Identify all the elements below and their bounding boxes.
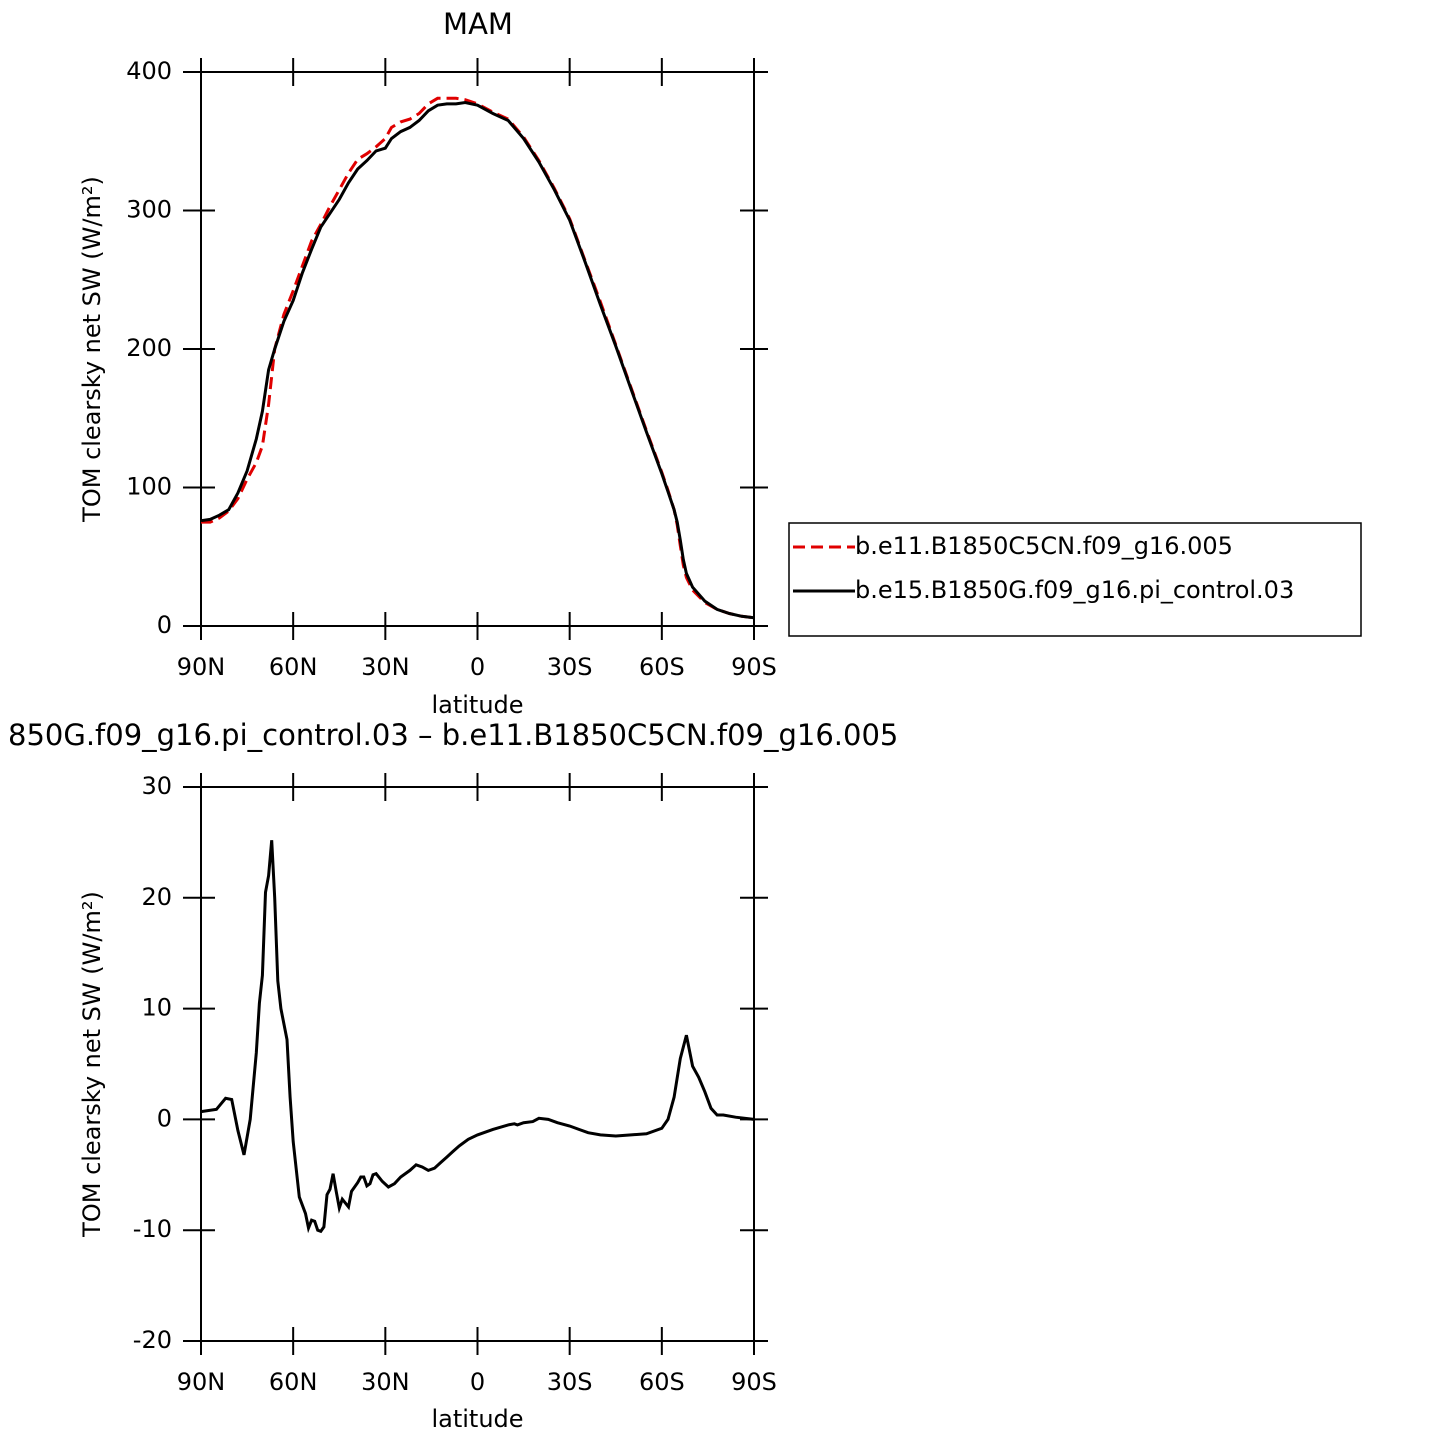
y-tick-label: 20 [141,883,172,911]
plot-frame [200,71,755,627]
x-axis-label: latitude [431,1405,523,1433]
legend-box [788,522,1362,637]
x-tick-label: 60N [269,653,318,681]
y-tick-label: 10 [141,994,172,1022]
plot-frame [200,786,755,1342]
x-tick-label: 90S [731,1368,777,1396]
y-tick-label: 30 [141,772,172,800]
y-tick-label: 300 [126,196,172,224]
series-line [200,100,755,620]
y-tick-label: -10 [133,1215,172,1243]
y-tick-label: 100 [126,473,172,501]
chart-title: MAM [443,7,513,41]
x-tick-label: 90N [177,653,226,681]
y-tick-label: 0 [157,611,172,639]
series-line [200,840,755,1234]
x-tick-label: 30N [361,653,410,681]
legend-label: b.e11.B1850C5CN.f09_g16.005 [855,532,1233,560]
x-axis-label: latitude [431,691,523,719]
series-line [201,96,755,620]
y-tick-label: 0 [157,1104,172,1132]
x-tick-label: 60S [639,1368,685,1396]
x-tick-label: 0 [470,653,485,681]
y-axis-label: TOM clearsky net SW (W/m²) [78,891,106,1238]
x-tick-label: 90N [177,1368,226,1396]
y-tick-label: 400 [126,57,172,85]
chart-title: 850G.f09_g16.pi_control.03 – b.e11.B1850… [8,718,898,752]
x-tick-label: 60N [269,1368,318,1396]
legend-label: b.e15.B1850G.f09_g16.pi_control.03 [855,576,1294,604]
y-tick-label: -20 [133,1326,172,1354]
y-tick-label: 200 [126,334,172,362]
x-tick-label: 30S [547,1368,593,1396]
y-axis-label: TOM clearsky net SW (W/m²) [78,176,106,523]
x-tick-label: 0 [470,1368,485,1396]
x-tick-label: 30S [547,653,593,681]
x-tick-label: 90S [731,653,777,681]
x-tick-label: 30N [361,1368,410,1396]
x-tick-label: 60S [639,653,685,681]
